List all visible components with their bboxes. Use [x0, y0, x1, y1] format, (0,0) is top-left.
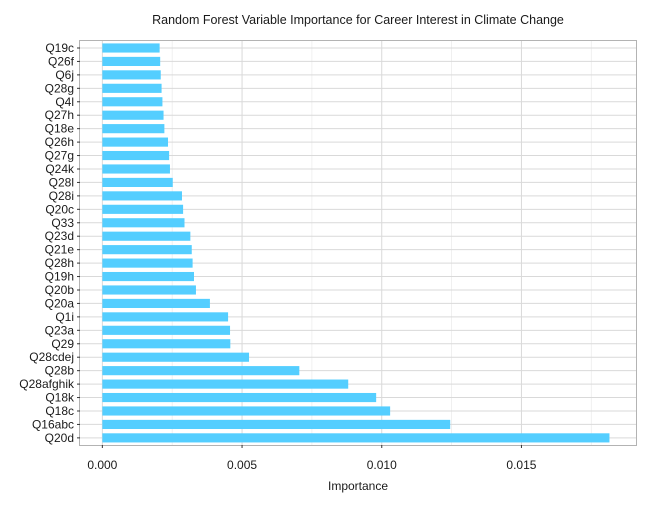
bar-q27h: [102, 110, 164, 120]
y-tick-label: Q28l: [49, 175, 74, 189]
bar-q28g: [102, 83, 162, 93]
bar-q28cdej: [102, 352, 250, 362]
y-tick-label: Q29: [51, 337, 74, 351]
bar-q26f: [102, 56, 161, 67]
y-tick-labels: Q19cQ26fQ6jQ28gQ4lQ27hQ18eQ26hQ27gQ24kQ2…: [19, 41, 80, 445]
bar-q28i: [102, 191, 182, 201]
x-axis-title: Importance: [328, 479, 388, 493]
y-tick-label: Q28cdej: [29, 350, 74, 364]
y-tick-label: Q20a: [45, 296, 75, 310]
bar-q1i: [102, 312, 229, 322]
bar-q23a: [102, 325, 231, 335]
bar-q18c: [102, 406, 391, 416]
bar-q26h: [102, 137, 169, 147]
y-tick-label: Q24k: [45, 162, 75, 176]
bar-q33: [102, 218, 185, 228]
bar-q29: [102, 339, 231, 349]
bar-q28b: [102, 366, 300, 376]
y-tick-label: Q16abc: [32, 417, 74, 431]
y-tick-label: Q1i: [55, 310, 74, 324]
y-tick-label: Q6j: [55, 68, 74, 82]
x-tick-label: 0.015: [506, 458, 536, 472]
x-tick-label: 0.000: [87, 458, 117, 472]
bar-q20c: [102, 204, 184, 214]
y-tick-label: Q26h: [45, 135, 74, 149]
y-tick-label: Q28afghik: [19, 377, 75, 391]
y-tick-label: Q4l: [55, 95, 74, 109]
y-tick-label: Q20c: [45, 202, 74, 216]
y-tick-label: Q28h: [45, 256, 74, 270]
bar-q19c: [102, 43, 160, 53]
y-tick-label: Q18k: [45, 391, 75, 405]
plot-border: [79, 40, 637, 446]
bars: [102, 43, 610, 443]
bar-q23d: [102, 231, 191, 241]
y-tick-label: Q23d: [45, 229, 74, 243]
y-tick-label: Q27h: [45, 108, 74, 122]
y-tick-label: Q23a: [45, 323, 75, 337]
bar-q19h: [102, 271, 194, 282]
bar-q27g: [102, 150, 170, 161]
y-tick-label: Q21e: [45, 243, 75, 257]
bar-q20d: [102, 433, 610, 443]
bar-q28l: [102, 177, 173, 188]
y-tick-label: Q28i: [49, 189, 74, 203]
y-tick-label: Q20b: [45, 283, 75, 297]
bar-q18e: [102, 124, 165, 134]
bar-q4l: [102, 97, 163, 107]
bar-q20a: [102, 298, 210, 309]
y-tick-label: Q26f: [48, 54, 75, 68]
x-tick-label: 0.005: [227, 458, 257, 472]
y-tick-label: Q20d: [45, 431, 74, 445]
bar-q21e: [102, 245, 192, 255]
y-tick-label: Q18e: [45, 122, 75, 136]
y-tick-label: Q18c: [45, 404, 74, 418]
y-tick-label: Q33: [51, 216, 74, 230]
y-tick-label: Q27g: [45, 149, 74, 163]
y-tick-label: Q19c: [45, 41, 74, 55]
chart-title: Random Forest Variable Importance for Ca…: [152, 13, 564, 27]
bar-q18k: [102, 392, 377, 403]
y-tick-label: Q28b: [45, 364, 75, 378]
bar-q16abc: [102, 419, 451, 430]
bar-q6j: [102, 70, 161, 80]
y-tick-label: Q28g: [45, 81, 74, 95]
bar-q28h: [102, 258, 193, 268]
bar-q28afghik: [102, 379, 349, 389]
bar-q20b: [102, 285, 196, 295]
bar-q24k: [102, 164, 170, 174]
x-tick-label: 0.010: [367, 458, 397, 472]
y-tick-label: Q19h: [45, 270, 74, 284]
x-tick-labels: 0.000 0.005 0.010 0.015: [87, 445, 537, 472]
